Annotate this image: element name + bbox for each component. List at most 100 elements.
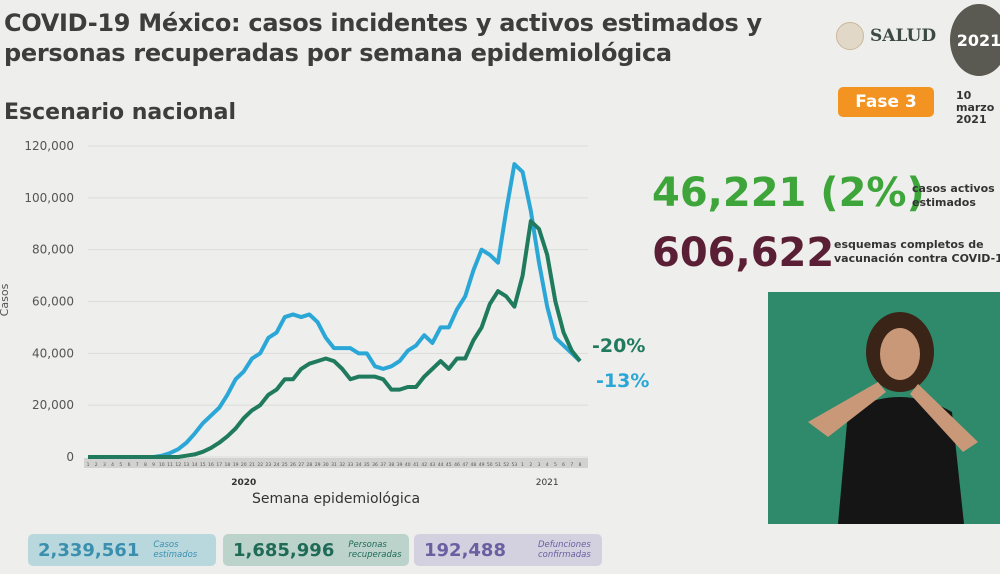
stat-label: Casos estimados <box>153 540 197 560</box>
mexico-2021-logo: 2021 <box>950 4 1000 76</box>
cases-change-label: -13% <box>596 370 650 392</box>
y-axis-title: Casos <box>0 283 11 316</box>
year-label: 2020 <box>231 478 256 488</box>
x-tick-label: 8 <box>144 462 147 468</box>
x-tick-label: 30 <box>323 462 329 468</box>
stat-value: 2,339,561 <box>38 539 140 561</box>
date: 10 marzo 2021 <box>956 90 1000 126</box>
x-tick-label: 29 <box>315 462 321 468</box>
label-line: Personas <box>348 540 387 550</box>
x-tick-label: 38 <box>389 462 395 468</box>
vaccines-value: 606,622 <box>652 230 835 276</box>
x-tick-label: 28 <box>307 462 313 468</box>
x-tick-label: 3 <box>538 462 541 468</box>
x-tick-label: 3 <box>103 462 106 468</box>
page-title: COVID-19 México: casos incidentes y acti… <box>4 8 762 68</box>
series-line-0 <box>88 162 582 459</box>
interpreter-figure <box>808 312 978 524</box>
x-tick-label: 2 <box>95 462 98 468</box>
logo-year: 2021 <box>956 30 1000 50</box>
x-tick-label: 27 <box>298 462 304 468</box>
x-tick-label: 44 <box>438 462 444 468</box>
x-tick-label: 7 <box>136 462 139 468</box>
x-tick-label: 4 <box>111 462 114 468</box>
y-tick-label: 80,000 <box>32 243 74 257</box>
x-tick-label: 18 <box>225 462 231 468</box>
title-line-1: COVID-19 México: casos incidentes y acti… <box>4 9 762 37</box>
stat-value: 192,488 <box>424 539 506 561</box>
scenario-subtitle: Escenario nacional <box>4 100 237 125</box>
y-tick-label: 100,000 <box>24 191 74 205</box>
label-line: Defunciones <box>537 540 591 550</box>
x-tick-label: 46 <box>454 462 460 468</box>
stat-box-deaths: 192,488 Defunciones confirmadas <box>414 534 602 566</box>
x-tick-label: 4 <box>546 462 549 468</box>
x-tick-label: 20 <box>241 462 247 468</box>
series-line-1 <box>88 219 582 459</box>
x-tick-label: 25 <box>282 462 288 468</box>
label-line: confirmadas <box>537 550 591 560</box>
year-label: 2021 <box>536 478 559 488</box>
x-tick-label: 39 <box>397 462 403 468</box>
x-tick-label: 2 <box>529 462 532 468</box>
x-tick-label: 23 <box>266 462 272 468</box>
x-tick-label: 11 <box>167 462 173 468</box>
salud-text: SALUD <box>870 26 937 46</box>
x-axis-title: Semana epidemiológica <box>252 491 420 507</box>
x-tick-label: 49 <box>479 462 485 468</box>
recovered-change-label: -20% <box>592 335 646 357</box>
sign-language-interpreter-video <box>768 292 1000 524</box>
x-tick-label: 48 <box>471 462 477 468</box>
x-tick-band <box>84 458 588 468</box>
y-tick-label: 0 <box>66 450 74 464</box>
x-tick-label: 17 <box>216 462 222 468</box>
label-line: vacunación contra COVID-19 <box>834 252 1000 265</box>
x-tick-label: 24 <box>274 462 280 468</box>
y-tick-label: 20,000 <box>32 398 74 412</box>
x-tick-label: 41 <box>413 462 419 468</box>
x-tick-label: 12 <box>175 462 181 468</box>
x-tick-label: 10 <box>159 462 165 468</box>
x-tick-label: 45 <box>446 462 452 468</box>
stat-label: Defunciones confirmadas <box>538 540 591 560</box>
x-tick-label: 13 <box>184 462 190 468</box>
x-tick-label: 19 <box>233 462 239 468</box>
stat-value: 1,685,996 <box>233 539 335 561</box>
stat-label: Personas recuperadas <box>348 540 401 560</box>
x-tick-label: 32 <box>339 462 345 468</box>
x-tick-label: 8 <box>579 462 582 468</box>
y-tick-label: 40,000 <box>32 346 74 360</box>
x-tick-label: 7 <box>570 462 573 468</box>
x-tick-label: 40 <box>405 462 411 468</box>
x-tick-label: 9 <box>152 462 155 468</box>
salud-logo: SALUD <box>836 22 936 50</box>
label-line: recuperadas <box>348 550 402 560</box>
x-tick-label: 35 <box>364 462 370 468</box>
x-tick-label: 43 <box>430 462 436 468</box>
x-tick-label: 34 <box>356 462 362 468</box>
x-tick-label: 1 <box>87 462 90 468</box>
stat-box-cases: 2,339,561 Casos estimados <box>28 534 216 566</box>
chart: 0 20,000 40,000 60,000 80,000 100,000 120,000 1… <box>0 139 588 507</box>
x-tick-label: 14 <box>192 462 198 468</box>
phase-badge: Fase 3 <box>838 87 934 117</box>
x-tick-label: 33 <box>348 462 354 468</box>
x-tick-label: 15 <box>200 462 206 468</box>
x-tick-label: 6 <box>128 462 131 468</box>
label-line: estimados <box>912 196 976 209</box>
active-cases-value: 46,221 (2%) <box>652 170 925 216</box>
title-line-2: personas recuperadas por semana epidemio… <box>4 39 672 67</box>
x-tick-label: 16 <box>208 462 214 468</box>
x-tick-label: 5 <box>554 462 557 468</box>
label-line: Casos <box>153 540 179 550</box>
x-tick-label: 37 <box>380 462 386 468</box>
active-cases-label: casos activos estimados <box>912 182 995 210</box>
x-tick-label: 47 <box>462 462 468 468</box>
x-tick-label: 36 <box>372 462 378 468</box>
label-line: esquemas completos de <box>834 238 984 251</box>
x-tick-label: 31 <box>331 462 337 468</box>
x-tick-label: 50 <box>487 462 493 468</box>
x-tick-label: 52 <box>503 462 509 468</box>
x-tick-label: 42 <box>421 462 427 468</box>
seal-icon <box>836 22 864 50</box>
